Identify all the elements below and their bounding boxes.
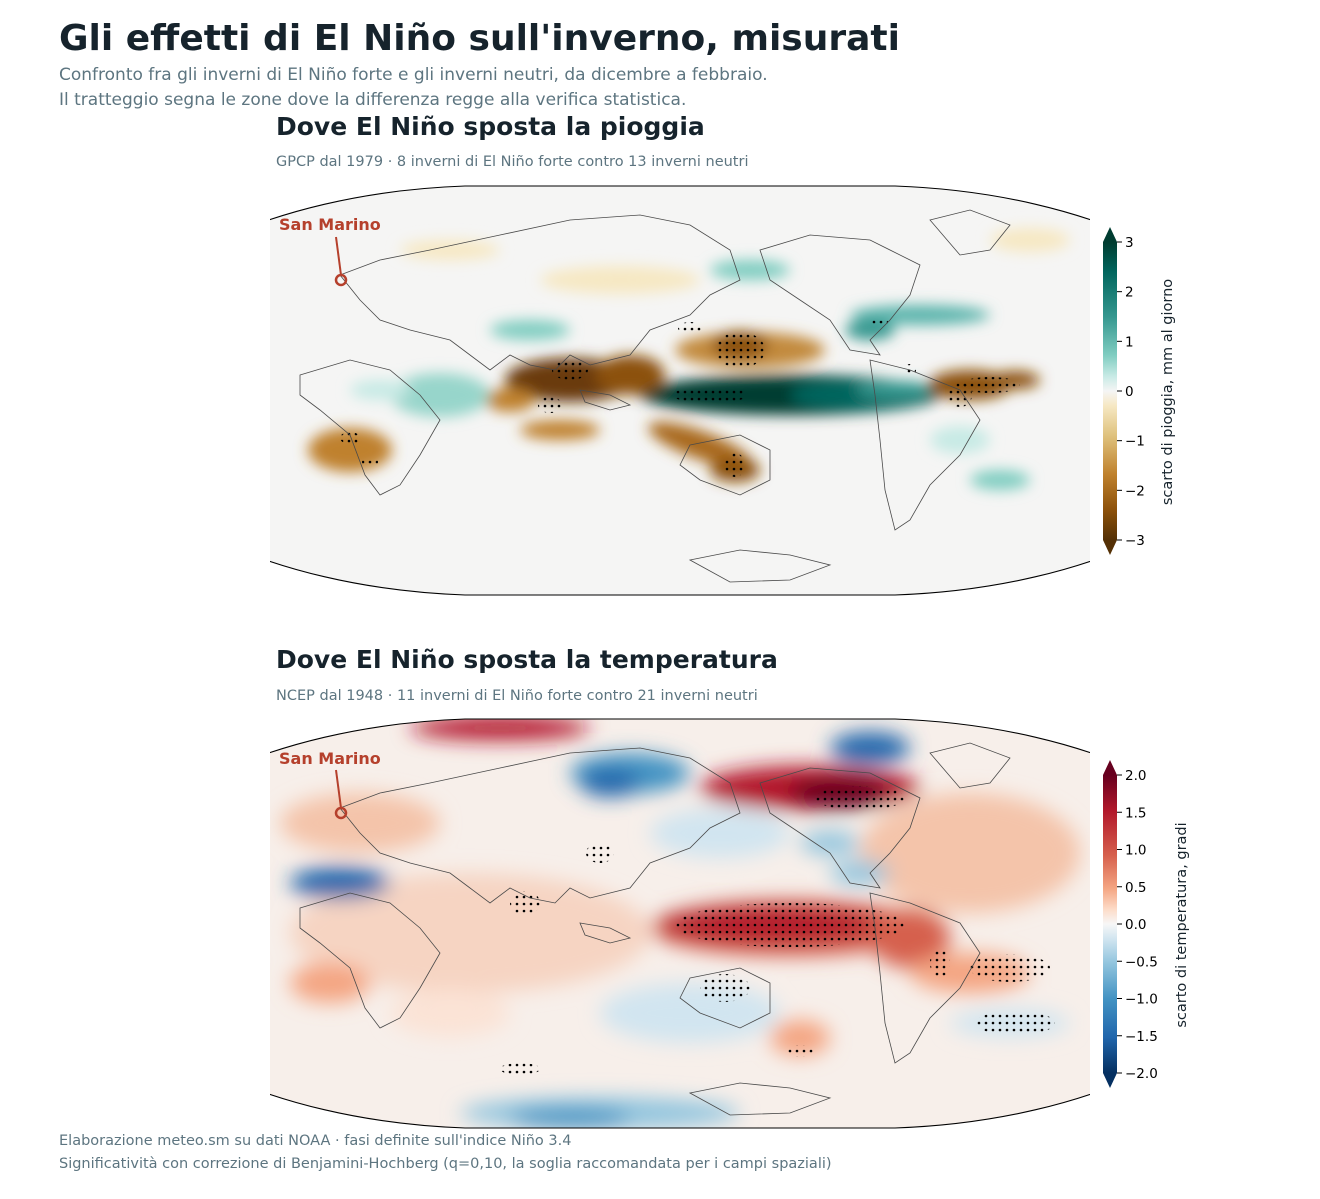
temp-colorbar: 2.0 1.5 1.0 0.5 0.0 −0.5 −1.0 −1.5 −2.0 scarto d… [1103,760,1190,1088]
precip-colorbar-tick-label: 0 [1125,384,1134,400]
precip-annotation-label: San Marino [279,215,381,234]
temp-colorbar-tick-label: 0.5 [1125,880,1146,896]
page-subtitle-2: Il tratteggio segna le zone dove la diff… [59,90,687,110]
temp-map-border [270,718,1090,1129]
temp-panel-subtitle: NCEP dal 1948 · 11 inverni di El Niño fo… [276,688,758,704]
temp-colorbar-ticks: 2.0 1.5 1.0 0.5 0.0 −0.5 −1.0 −1.5 −2.0 [1117,768,1158,1082]
temp-colorbar-tick-label: −1.5 [1125,1029,1158,1045]
temp-colorbar-tick-label: 0.0 [1125,917,1146,933]
precip-colorbar-label: scarto di pioggia, mm al giorno [1160,279,1176,505]
precip-annotation-leader [335,236,342,276]
page-subtitle-1: Confronto fra gli inverni di El Niño for… [59,65,768,85]
footer-method: Significatività con correzione di Benjam… [59,1156,832,1172]
footer-source: Elaborazione meteo.sm su dati NOAA · fas… [59,1133,572,1149]
precip-map: San Marino [270,185,1090,596]
precip-colorbar-tick-label: −1 [1125,434,1145,450]
precip-colorbar-tick-label: 1 [1125,334,1134,350]
precip-colorbar-tick-label: 2 [1125,285,1134,301]
precip-colorbar-tick-label: −3 [1125,533,1145,549]
precip-colorbar-tick-label: −2 [1125,483,1145,499]
precip-map-border [270,185,1090,596]
precip-field [270,186,1090,595]
san-marino-marker [334,273,348,287]
temp-annotation-leader [335,769,342,809]
precip-colorbar-ticks: 3 2 1 0 −1 −2 −3 [1117,235,1145,549]
temp-map: San Marino [270,718,1090,1129]
temp-colorbar-tick-label: 1.5 [1125,805,1146,821]
precip-panel-title: Dove El Niño sposta la pioggia [276,112,705,141]
temp-colorbar-tick-label: −1.0 [1125,992,1158,1008]
precip-colorbar: 3 2 1 0 −1 −2 −3 scarto di pioggia, mm al gior… [1103,227,1176,555]
temp-colorbar-label: scarto di temperatura, gradi [1174,822,1190,1027]
temp-colorbar-tick-label: 1.0 [1125,843,1146,859]
precip-colorbar-tick-label: 3 [1125,235,1134,251]
temp-panel-title: Dove El Niño sposta la temperatura [276,645,778,674]
temp-annotation-label: San Marino [279,749,381,768]
san-marino-marker [334,806,348,820]
temp-colorbar-tick-label: −0.5 [1125,954,1158,970]
temp-colorbar-tick-label: −2.0 [1125,1066,1158,1082]
temp-field [270,719,1090,1128]
page-title: Gli effetti di El Niño sull'inverno, mis… [59,18,900,59]
precip-panel-subtitle: GPCP dal 1979 · 8 inverni di El Niño for… [276,154,749,170]
temp-colorbar-tick-label: 2.0 [1125,768,1146,784]
